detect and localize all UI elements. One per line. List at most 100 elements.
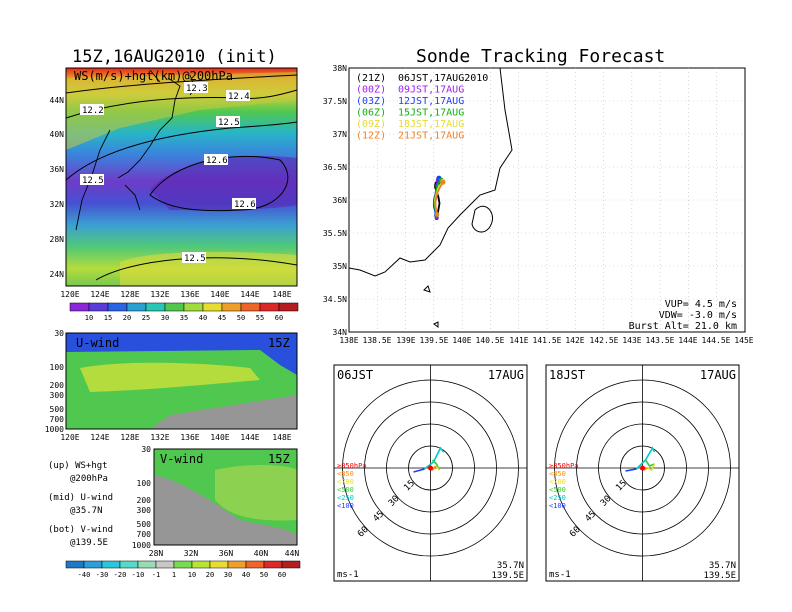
track-ytick: 35.5N [323, 229, 347, 238]
map-ytick: 28N [50, 235, 65, 244]
polar-time-label: 18JST [549, 368, 585, 382]
height-contour-5 [95, 257, 298, 281]
v-xtick: 40N [254, 549, 269, 558]
polar-units: ms-1 [549, 570, 571, 580]
map-xtick: 148E [272, 290, 291, 299]
v-ytick: 30 [141, 445, 151, 454]
uv-colorbar-label: 30 [224, 571, 232, 579]
uv-colorbar-swatch [83, 560, 103, 569]
uv-colorbar: -40 -30 -20 -10 -1 1 10 20 30 40 50 60 [65, 560, 301, 579]
legend-jst: 12JST,17AUG [398, 96, 464, 107]
v-xtick: 32N [184, 549, 199, 558]
polar-level-legend: <250 [337, 494, 354, 502]
track-xtick: 145E [734, 336, 753, 345]
v-wind-frame [153, 448, 298, 546]
legend-utc: (12Z) [356, 131, 386, 142]
track-ytick: 36N [333, 196, 348, 205]
contour-label-box [216, 116, 240, 127]
ws-colorbar-label: 20 [123, 314, 131, 322]
v-xtick: 36N [219, 549, 234, 558]
track-xtick: 138.5E [363, 336, 392, 345]
polar-level-legend: <700 [549, 478, 566, 486]
u-xtick: 124E [90, 433, 109, 442]
polar-level-legend: ≥850hPa [549, 462, 579, 470]
uv-colorbar-label: 10 [188, 571, 196, 579]
track-ytick: 34N [333, 328, 348, 337]
u-wind-gray-area [150, 395, 297, 429]
u-ytick: 500 [50, 405, 65, 414]
polar-lon: 139.5E [703, 571, 736, 581]
polar-date-label: 17AUG [700, 368, 736, 382]
polar-level-legend: <100 [337, 502, 354, 510]
map-ytick: 36N [50, 165, 65, 174]
ws-colorbar-label: 60 [275, 314, 283, 322]
u-wind-label: U-wind [76, 336, 119, 350]
v-wind-gray-area [154, 475, 297, 545]
u-ytick: 1000 [45, 425, 64, 434]
map-xtick: 140E [210, 290, 229, 299]
map-ytick: 32N [50, 200, 65, 209]
wind-hodograph-segment [424, 446, 445, 470]
ws-colorbar-swatch [107, 302, 128, 312]
uv-colorbar-label: -40 [78, 571, 91, 579]
polar-date-label: 17AUG [488, 368, 524, 382]
contour-label: 12.5 [218, 118, 240, 128]
ws-colorbar-label: 30 [161, 314, 169, 322]
polar-time-label: 06JST [337, 368, 373, 382]
polar-units: ms-1 [337, 570, 359, 580]
map-xtick: 132E [150, 290, 169, 299]
sonde-burst-point [440, 179, 446, 185]
ws-colorbar-label: 45 [218, 314, 226, 322]
u-xtick: 132E [150, 433, 169, 442]
legend-utc: (09Z) [356, 119, 386, 130]
ws-colorbar-swatch [183, 302, 204, 312]
uv-colorbar-swatch [245, 560, 265, 569]
legend-jst: 15JST,17AUG [398, 108, 464, 119]
height-contour-3 [65, 121, 298, 181]
polar-level-legend: <500 [549, 486, 566, 494]
uv-colorbar-swatch [65, 560, 85, 569]
wind-hodograph-segment [625, 468, 637, 472]
uv-colorbar-label: 1 [172, 571, 176, 579]
ws-colorbar-swatch [259, 302, 280, 312]
polar-lat: 35.7N [709, 561, 736, 571]
note-bot: (bot) V-wind [48, 525, 113, 535]
contour-label-box [182, 252, 206, 263]
uv-colorbar-swatch [155, 560, 175, 569]
polar-lat: 35.7N [497, 561, 524, 571]
v-ytick: 1000 [132, 541, 151, 550]
track-ytick: 37N [333, 130, 348, 139]
ws-colorbar-label: 15 [104, 314, 112, 322]
wind-hodograph-segment [434, 465, 441, 471]
u-xtick: 120E [60, 433, 79, 442]
note-up-level: @200hPa [70, 474, 108, 484]
v-xtick: 28N [149, 549, 164, 558]
u-xtick: 136E [180, 433, 199, 442]
wind-hodograph-segment [413, 468, 425, 473]
contour-label-box [226, 90, 250, 101]
contour-label-box [80, 174, 104, 185]
u-xtick: 144E [240, 433, 259, 442]
ws-colorbar-swatch [164, 302, 185, 312]
ws-colorbar: 10 15 20 25 30 35 40 45 50 55 60 [69, 302, 299, 322]
track-xtick: 140E [452, 336, 471, 345]
u-ytick: 200 [50, 381, 65, 390]
legend-utc: (00Z) [356, 85, 386, 96]
ws-colorbar-label: 25 [142, 314, 150, 322]
polar-level-legend: <850 [337, 470, 354, 478]
u-ytick: 100 [50, 363, 65, 372]
contour-label-box [204, 154, 228, 165]
ws-colorbar-swatch [278, 302, 299, 312]
polar-level-legend: <100 [549, 502, 566, 510]
u-xtick: 140E [210, 433, 229, 442]
legend-jst: 18JST,17AUG [398, 119, 464, 130]
surface-wind-point [428, 465, 433, 471]
track-xtick: 141E [509, 336, 528, 345]
wind-hodograph-segment [647, 463, 656, 472]
legend-utc: (21Z) [356, 73, 386, 84]
polar-level-legend: <850 [549, 470, 566, 478]
u-ytick: 300 [50, 391, 65, 400]
